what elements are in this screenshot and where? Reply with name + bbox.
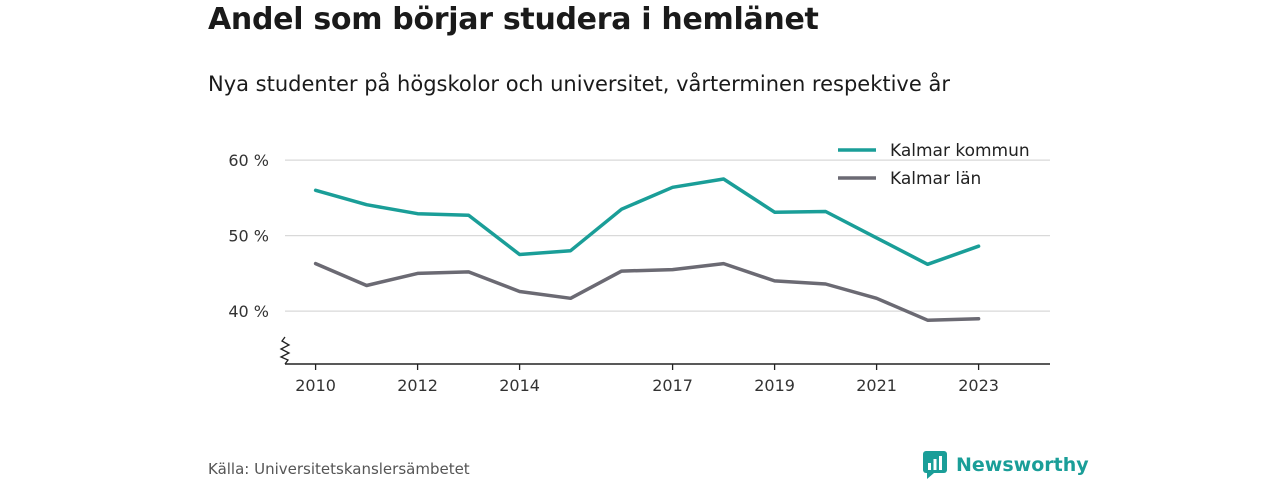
source-note: Källa: Universitetskanslersämbetet [208, 460, 470, 478]
x-tick-label: 2023 [958, 376, 999, 395]
series-line-kalmar-lan [313, 261, 981, 322]
brand: Newsworthy [922, 450, 1089, 480]
x-tick-label: 2017 [652, 376, 693, 395]
line-chart: 40 % 50 % 60 % 2010 2012 2014 2017 2019 2021 202… [228, 141, 1050, 395]
x-axis: 2010 2012 2014 2017 2019 2021 2023 [279, 336, 1050, 395]
brand-name: Newsworthy [956, 454, 1089, 476]
y-tick-label: 60 % [228, 151, 269, 170]
x-tick-label: 2021 [856, 376, 897, 395]
x-tick-label: 2012 [397, 376, 438, 395]
chart-subtitle: Nya studenter på högskolor och universit… [208, 72, 950, 96]
x-tick-label: 2014 [499, 376, 540, 395]
newsworthy-logo-icon [923, 451, 947, 479]
legend-label: Kalmar kommun [890, 141, 1030, 161]
legend: Kalmar kommun Kalmar län [838, 141, 1030, 189]
series-lines [313, 177, 981, 322]
chart-title: Andel som börjar studera i hemlänet [208, 2, 819, 37]
legend-label: Kalmar län [890, 169, 981, 189]
series-line-kalmar-kommun [313, 177, 981, 267]
x-tick-label: 2010 [295, 376, 336, 395]
y-tick-label: 40 % [228, 302, 269, 321]
y-tick-label: 50 % [228, 227, 269, 246]
grid-lines [285, 159, 1050, 312]
y-axis-ticks: 40 % 50 % 60 % [228, 151, 269, 321]
axis-break-icon [279, 336, 291, 365]
x-tick-label: 2019 [754, 376, 795, 395]
